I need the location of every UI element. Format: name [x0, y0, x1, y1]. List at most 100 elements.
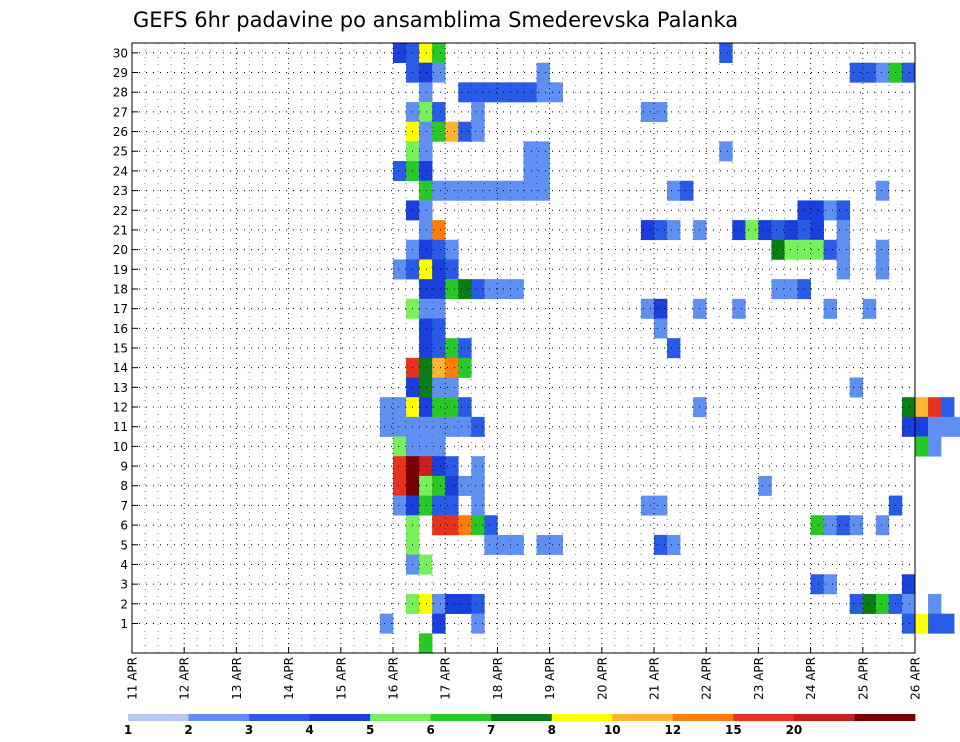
precip-cell — [941, 397, 955, 418]
precip-cell — [471, 416, 485, 437]
colorbar-label: 5 — [366, 723, 374, 737]
precip-cell — [458, 515, 472, 536]
precip-cell — [823, 239, 837, 260]
precip-cell — [523, 161, 537, 182]
precip-cell — [667, 338, 681, 359]
precip-cell — [432, 495, 446, 516]
precip-cell — [432, 397, 446, 418]
precip-cell — [432, 475, 446, 496]
precip-cell — [484, 279, 498, 300]
precip-cell — [680, 180, 694, 201]
x-tick-label: 23 APR — [752, 657, 766, 700]
precip-cell — [393, 43, 407, 63]
colorbar-label: 15 — [725, 723, 742, 737]
precip-cell — [445, 377, 459, 398]
precip-cell — [432, 456, 446, 477]
y-tick-label: 28 — [113, 86, 128, 100]
y-tick-label: 3 — [120, 578, 128, 592]
colorbar-label: 7 — [487, 723, 495, 737]
precip-cell — [640, 220, 655, 241]
precip-cell — [823, 515, 837, 536]
precip-cell — [654, 220, 668, 241]
precip-cell — [928, 397, 942, 418]
precip-cell — [901, 397, 916, 418]
precip-cell — [393, 397, 407, 418]
precip-cell — [419, 43, 433, 63]
precip-cell — [393, 259, 407, 280]
precip-cell — [379, 613, 394, 634]
y-tick-label: 26 — [113, 125, 128, 139]
precip-cell — [432, 318, 446, 339]
precip-cell — [915, 613, 929, 634]
precip-cell — [471, 102, 485, 123]
precip-cell — [419, 593, 433, 614]
precip-cell — [654, 298, 668, 319]
colorbar-segment — [854, 714, 916, 721]
precip-cell — [836, 259, 851, 280]
precip-cell — [393, 495, 407, 516]
precip-cell — [419, 161, 433, 182]
y-tick-label: 23 — [113, 184, 128, 198]
precip-cell — [458, 416, 472, 437]
y-tick-label: 14 — [113, 361, 128, 375]
precip-cell — [393, 475, 407, 496]
precip-cell — [432, 436, 446, 457]
precip-cell — [445, 593, 459, 614]
colorbar-label: 8 — [548, 723, 556, 737]
precip-cell — [719, 43, 733, 63]
precip-cell — [758, 220, 772, 241]
precip-cell — [419, 495, 433, 516]
precip-cell — [471, 515, 485, 536]
precip-cell — [941, 613, 955, 634]
precip-cell — [836, 239, 851, 260]
precip-cell — [667, 180, 681, 201]
precip-cell — [419, 62, 433, 83]
precip-cell — [875, 593, 890, 614]
precip-cell — [445, 259, 459, 280]
precip-cell — [419, 318, 433, 339]
precip-cell — [901, 574, 916, 595]
precip-cell — [862, 62, 877, 83]
y-tick-label: 11 — [113, 420, 128, 434]
y-axis-labels: 1234567891011121314151617181920212223242… — [113, 46, 138, 631]
precip-cell — [471, 593, 485, 614]
precip-cell — [849, 377, 864, 398]
precip-cell — [915, 436, 929, 457]
precip-cell — [419, 279, 433, 300]
precip-cell — [536, 62, 550, 83]
precip-cell — [445, 475, 459, 496]
y-tick-label: 1 — [120, 617, 128, 631]
precip-cell — [784, 239, 798, 260]
colorbar-segment — [672, 714, 734, 721]
colorbar-segment — [249, 714, 311, 721]
precip-cell — [471, 180, 485, 201]
x-tick-label: 21 APR — [648, 657, 662, 700]
x-tick-label: 14 APR — [282, 657, 296, 700]
y-tick-label: 10 — [113, 440, 128, 454]
precip-cell — [432, 43, 446, 63]
y-tick-label: 19 — [113, 263, 128, 277]
y-tick-label: 9 — [120, 460, 128, 474]
precip-cell — [379, 397, 394, 418]
precip-cell — [823, 298, 837, 319]
x-tick-label: 17 APR — [439, 657, 453, 700]
precip-cell — [393, 416, 407, 437]
precip-cell — [836, 200, 851, 221]
precip-cell — [471, 456, 485, 477]
precip-cell — [758, 475, 772, 496]
precip-cell — [640, 495, 655, 516]
precip-cell — [458, 593, 472, 614]
precip-cell — [941, 416, 955, 437]
precip-cell — [875, 259, 890, 280]
colorbar-segment — [793, 714, 855, 721]
grid-lines — [132, 43, 915, 653]
precip-cell — [654, 534, 668, 555]
colorbar-segment — [733, 714, 795, 721]
precip-cell — [484, 534, 498, 555]
x-tick-label: 22 APR — [700, 657, 714, 700]
precip-cell — [810, 574, 824, 595]
precip-cell — [732, 298, 746, 319]
precip-cell — [419, 456, 433, 477]
precip-cell — [875, 62, 890, 83]
precip-cell — [497, 82, 511, 103]
